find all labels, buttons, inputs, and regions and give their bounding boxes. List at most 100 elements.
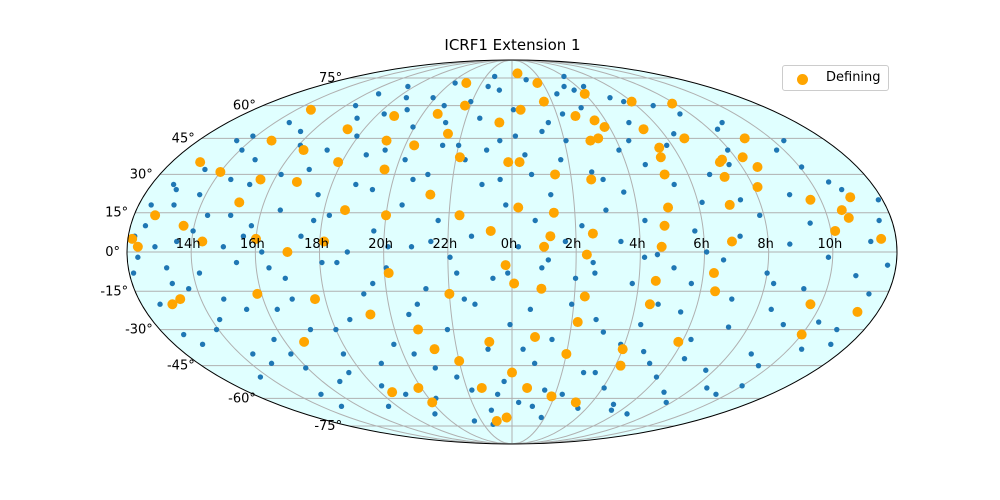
defining-point: [752, 162, 763, 173]
source-point: [334, 259, 340, 266]
source-point: [477, 115, 483, 121]
source-point: [618, 238, 624, 245]
defining-point: [252, 288, 263, 299]
defining-point: [805, 299, 816, 310]
source-point: [410, 176, 416, 183]
source-point: [259, 249, 265, 255]
defining-point: [459, 100, 470, 111]
source-point: [563, 137, 569, 144]
source-point: [307, 326, 314, 333]
defining-point: [852, 306, 863, 317]
source-point: [439, 142, 446, 149]
source-point: [185, 286, 192, 292]
source-point: [548, 191, 554, 198]
source-point: [403, 391, 409, 397]
defining-point: [500, 260, 511, 271]
meridian-gridline: [511, 59, 770, 445]
defining-point: [494, 117, 505, 128]
source-point: [589, 169, 595, 175]
source-point: [522, 152, 528, 158]
defining-point: [298, 145, 309, 156]
source-point: [770, 280, 777, 287]
defining-point: [655, 152, 666, 163]
defining-point: [585, 135, 596, 146]
source-point: [142, 223, 149, 229]
defining-point: [586, 174, 597, 185]
source-point: [592, 270, 598, 276]
defining-point: [626, 96, 637, 107]
x-tick-label: 8h: [757, 237, 774, 252]
source-point: [444, 326, 451, 333]
source-point: [250, 133, 256, 139]
defining-point: [570, 397, 581, 408]
source-point: [592, 369, 598, 376]
source-point: [402, 156, 408, 163]
source-point: [485, 346, 491, 352]
source-point: [347, 316, 353, 323]
defining-point: [570, 111, 581, 122]
y-tick-label: 60°: [233, 99, 256, 114]
source-point: [333, 326, 339, 333]
source-point: [202, 166, 208, 173]
defining-point: [509, 278, 520, 289]
source-point: [468, 98, 474, 105]
defining-point: [615, 360, 626, 371]
defining-point: [454, 152, 465, 163]
x-tick-label: 16h: [240, 237, 265, 252]
defining-point: [215, 166, 226, 177]
x-tick-label: 18h: [304, 237, 329, 252]
source-point: [346, 369, 352, 376]
source-point: [505, 270, 511, 276]
source-point: [624, 411, 630, 417]
defining-point: [587, 228, 598, 239]
source-point: [677, 309, 684, 315]
source-point: [385, 244, 391, 250]
source-point: [352, 102, 359, 109]
source-point: [764, 270, 770, 276]
x-tick-label: 22h: [432, 237, 457, 252]
source-point: [539, 265, 545, 271]
defining-point: [507, 367, 517, 378]
source-point: [748, 351, 754, 357]
source-point: [868, 238, 874, 245]
source-point: [497, 137, 503, 144]
defining-point: [656, 241, 667, 252]
source-point: [315, 191, 321, 198]
defining-point: [539, 241, 550, 252]
defining-point: [413, 324, 424, 335]
source-point: [554, 91, 560, 97]
source-point: [780, 321, 786, 328]
source-point: [174, 238, 180, 245]
source-point: [801, 286, 807, 292]
source-point: [375, 91, 382, 97]
y-tick-label: 0°: [105, 245, 120, 260]
source-point: [171, 202, 177, 208]
y-tick-label: -60°: [228, 391, 256, 406]
source-point: [406, 311, 412, 318]
source-point: [326, 212, 333, 218]
defining-point: [454, 356, 465, 367]
x-tick-label: 4h: [629, 237, 646, 252]
source-point: [216, 316, 223, 323]
source-point: [663, 399, 669, 406]
source-point: [494, 391, 501, 397]
source-point: [737, 197, 744, 203]
y-tick-label: 45°: [172, 131, 195, 146]
defining-point: [484, 336, 495, 347]
source-point: [196, 191, 203, 198]
defining-point: [234, 197, 245, 208]
source-point: [204, 212, 211, 218]
defining-point: [513, 202, 524, 213]
x-tick-label: 2h: [565, 237, 582, 252]
meridian-gridline: [318, 59, 513, 445]
source-point: [768, 306, 774, 313]
defining-point: [714, 157, 725, 168]
source-point: [713, 391, 719, 397]
source-point: [539, 128, 545, 135]
x-tick-label: 6h: [693, 237, 710, 252]
source-point: [403, 94, 410, 101]
source-point: [318, 391, 324, 397]
defining-point: [836, 205, 847, 216]
defining-point: [413, 382, 424, 393]
